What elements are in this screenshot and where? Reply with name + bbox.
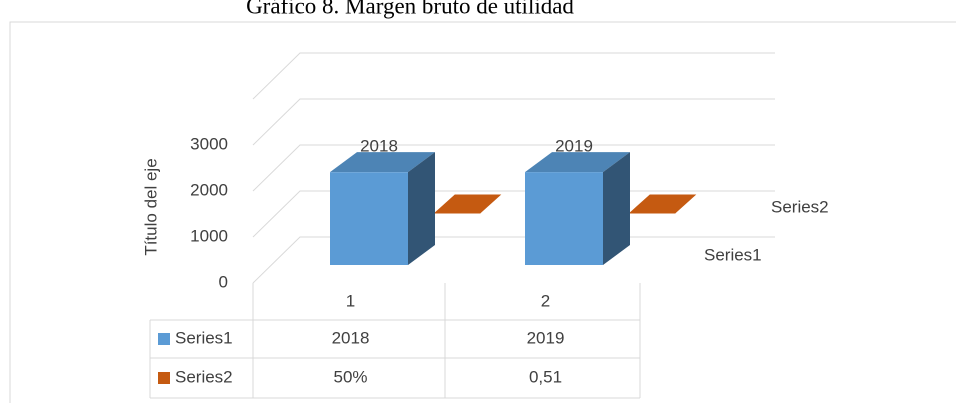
table-cell: 0,51 [529, 367, 562, 386]
bar-side [408, 152, 435, 265]
bar [330, 172, 408, 265]
y-axis-title: Título del eje [141, 158, 160, 255]
data-label: 2018 [360, 137, 398, 156]
grid-line [252, 144, 775, 192]
bar-top [330, 152, 435, 173]
table-cell: 50% [333, 367, 367, 386]
depth-label: Series1 [704, 245, 762, 264]
legend-label: Series1 [175, 328, 233, 347]
y-tick-label: 1000 [190, 226, 228, 245]
table-cell: 2019 [527, 328, 565, 347]
table-cell: 2018 [332, 328, 370, 347]
bar-side [603, 152, 630, 265]
y-tick-label: 3000 [190, 134, 228, 153]
data-label: 2019 [555, 137, 593, 156]
table-grid [149, 283, 641, 399]
bar [434, 194, 502, 214]
chart-title: Gráfico 8. Margen bruto de utilidad [246, 0, 574, 18]
legend-swatch [158, 333, 170, 345]
grid-line [252, 52, 775, 100]
bar [525, 172, 603, 265]
bar-top [525, 152, 630, 173]
y-tick-label: 2000 [190, 180, 228, 199]
legend-label: Series2 [175, 367, 233, 386]
y-tick-label: 0 [219, 272, 228, 291]
title-backdrop [180, 0, 660, 20]
legend-swatch [158, 372, 170, 384]
x-tick-label: 2 [541, 291, 550, 310]
chart-frame [9, 21, 956, 403]
depth-label: Series2 [771, 197, 829, 216]
x-tick-label: 1 [346, 291, 355, 310]
grid-line [252, 98, 775, 146]
bar [629, 194, 697, 214]
